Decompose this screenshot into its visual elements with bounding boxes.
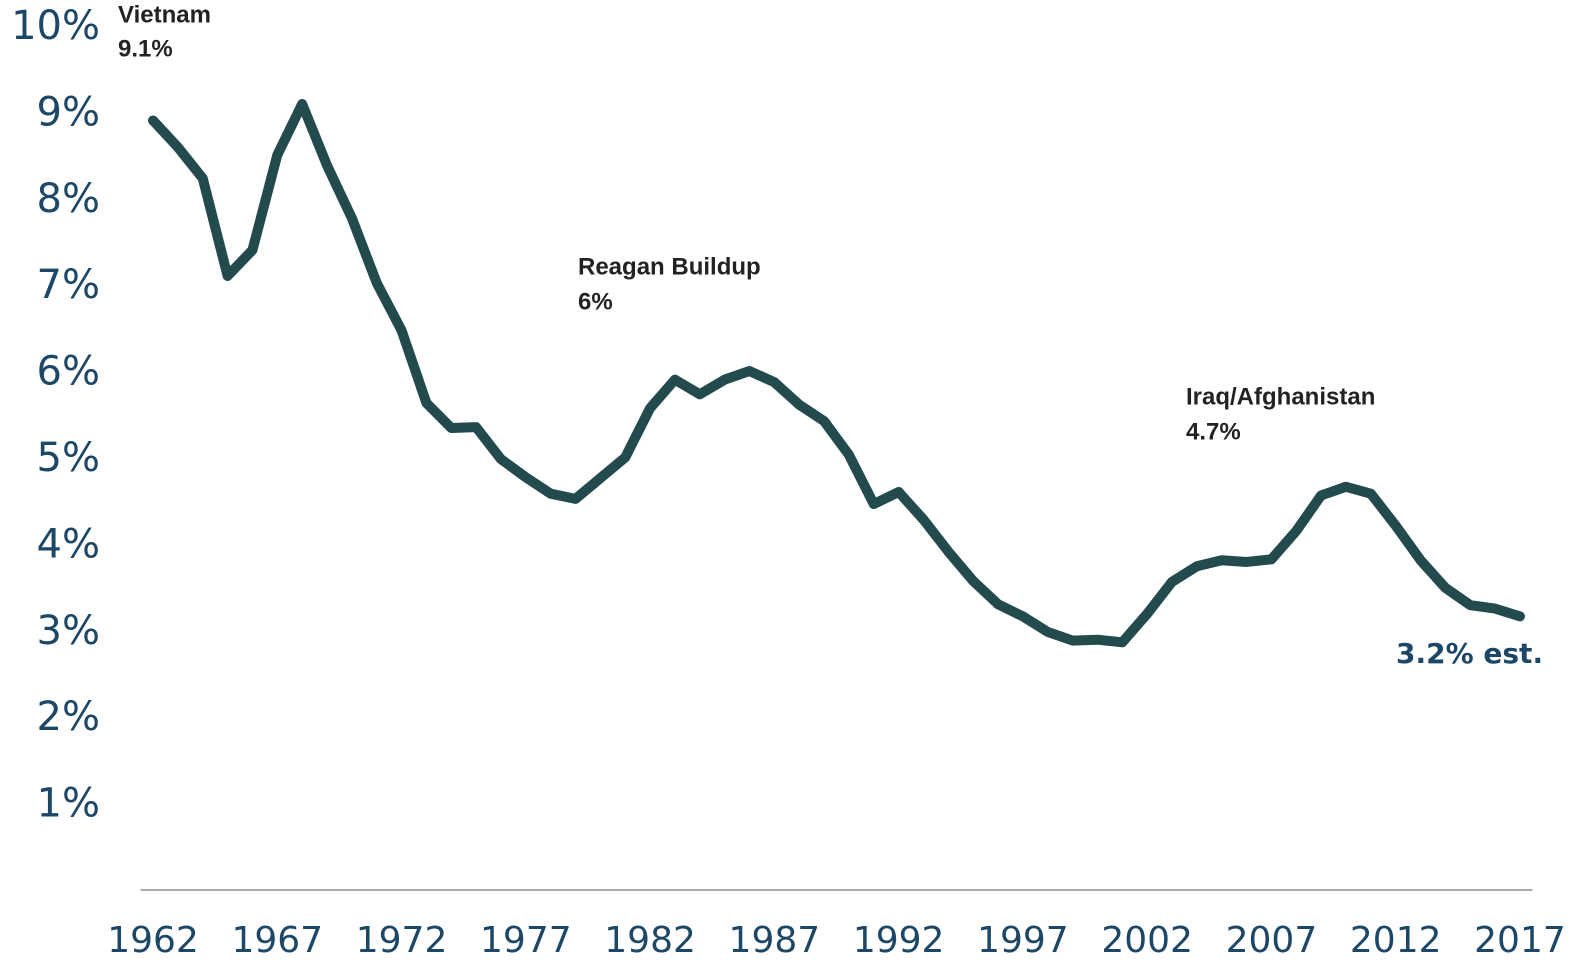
- y-tick-label: 5%: [37, 435, 100, 481]
- x-tick-label: 1972: [356, 920, 448, 961]
- x-tick-label: 1962: [107, 920, 199, 961]
- y-tick-label: 1%: [37, 781, 100, 827]
- x-tick-label: 2002: [1101, 920, 1193, 961]
- y-tick-label: 4%: [37, 521, 100, 567]
- x-tick-label: 1967: [231, 920, 323, 961]
- annotation-title: Iraq/Afghanistan: [1186, 383, 1375, 410]
- y-tick-label: 3%: [37, 608, 100, 654]
- data-line: [148, 99, 1525, 648]
- x-tick-label: 2012: [1350, 920, 1442, 961]
- x-tick-label: 1982: [604, 920, 696, 961]
- y-tick-label: 8%: [37, 176, 100, 222]
- x-tick-label: 1977: [480, 920, 572, 961]
- annotation-title: Vietnam: [118, 1, 211, 28]
- y-tick-label: 6%: [37, 349, 100, 395]
- annotation-text: 9.1%: [118, 35, 173, 62]
- y-tick-label: 7%: [37, 262, 100, 308]
- x-tick-label: 2017: [1474, 920, 1566, 961]
- y-tick-label: 10%: [11, 3, 100, 49]
- x-tick-label: 1987: [729, 920, 821, 961]
- x-tick-label: 1997: [977, 920, 1069, 961]
- annotation-text: 3.2% est.: [1396, 637, 1543, 670]
- x-tick-label: 1992: [853, 920, 945, 961]
- y-tick-label: 9%: [37, 89, 100, 135]
- annotation-text: 4.7%: [1186, 418, 1241, 445]
- x-tick-label: 2007: [1226, 920, 1318, 961]
- annotation-title: Reagan Buildup: [578, 253, 761, 280]
- annotation-text: 6%: [578, 288, 613, 315]
- y-tick-label: 2%: [37, 694, 100, 740]
